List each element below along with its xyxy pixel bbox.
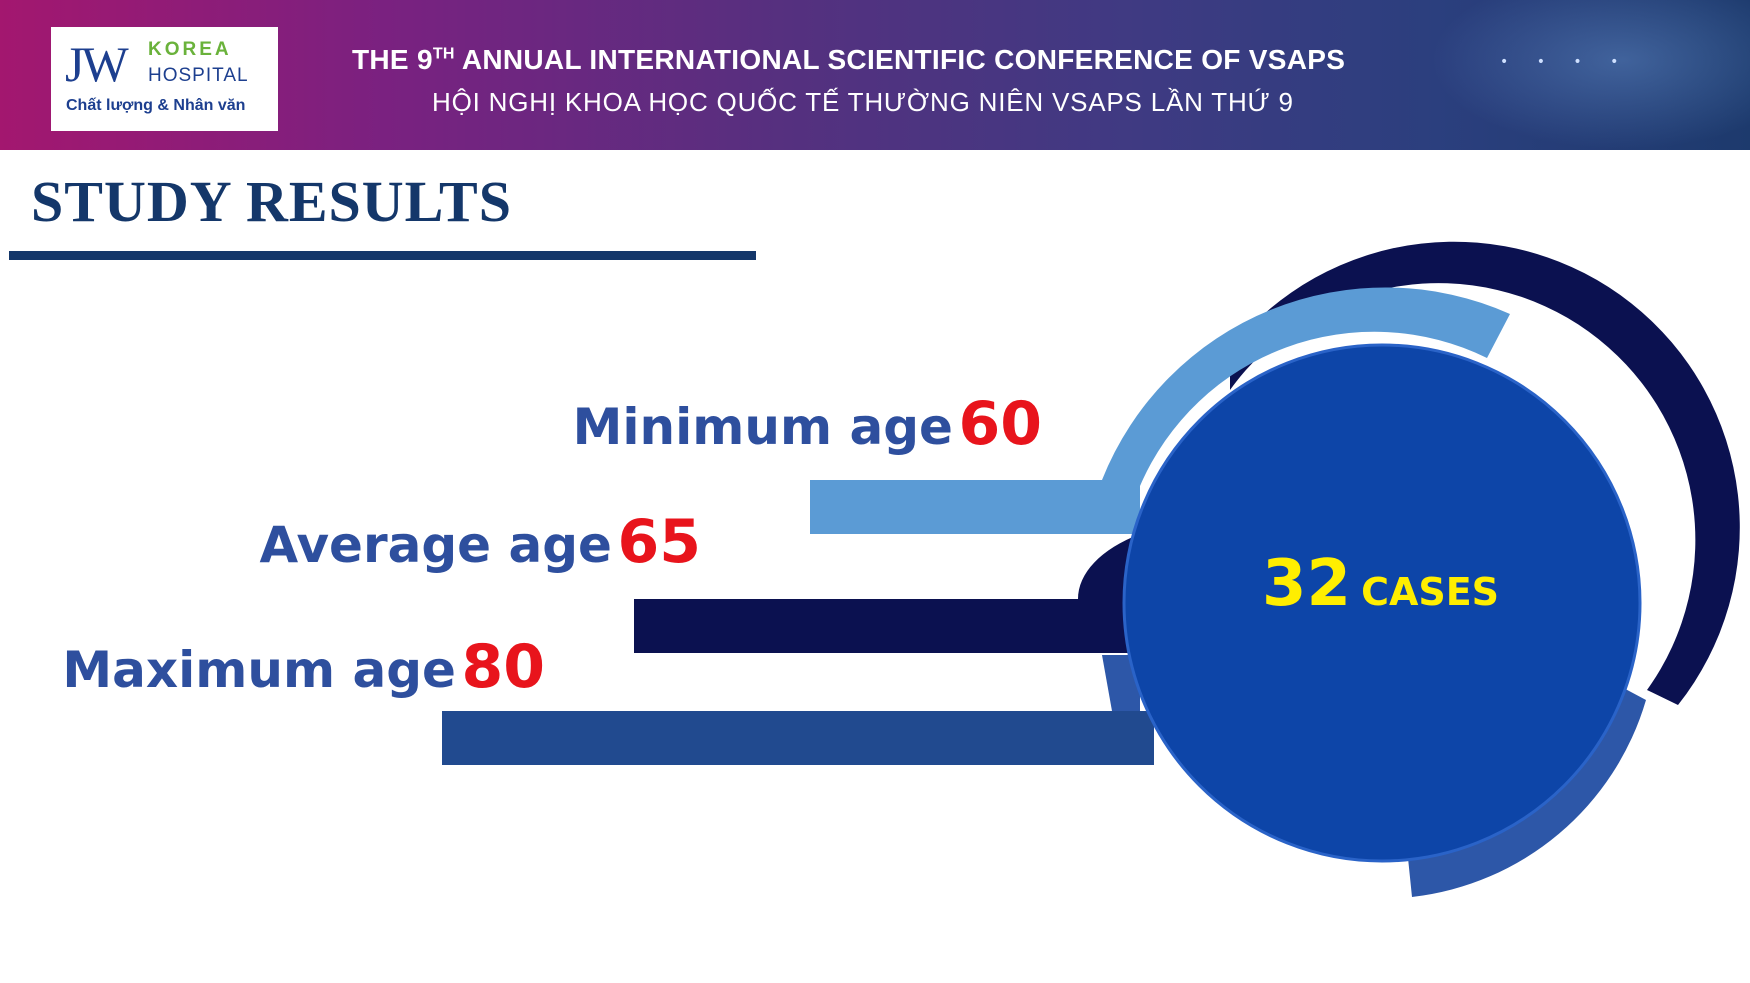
logo-hospital-text: HOSPITAL [148, 65, 249, 86]
stat-label: Minimum age [572, 398, 953, 456]
cases-label: CASES [1361, 570, 1500, 614]
bar-minimum-age [810, 480, 1140, 534]
bar-average-age [634, 599, 1134, 653]
stat-value: 65 [617, 507, 702, 577]
stat-maximum-age: Maximum age 80 [62, 637, 545, 697]
cases-number: 32 [1262, 547, 1352, 621]
logo-tagline: Chất lượng & Nhân văn [66, 97, 246, 114]
stat-minimum-age: Minimum age 60 [573, 394, 1042, 454]
stat-label: Maximum age [62, 641, 456, 699]
title-rest: ANNUAL INTERNATIONAL SCIENTIFIC CONFEREN… [454, 44, 1346, 75]
heading-underline [9, 251, 756, 260]
stat-value: 60 [958, 389, 1043, 459]
conference-subtitle: HỘI NGHỊ KHOA HỌC QUỐC TẾ THƯỜNG NIÊN VS… [432, 87, 1294, 117]
bar-maximum-age [442, 711, 1154, 765]
title-prefix: THE 9 [352, 44, 433, 75]
bar-maximum-connector [1102, 655, 1140, 711]
logo-korea-text: KOREA [148, 39, 232, 60]
conference-banner: • • • • JW KOREA HOSPITAL Chất lượng & N… [0, 0, 1750, 150]
slide-heading: STUDY RESULTS [31, 169, 512, 234]
logo-mark: JW [65, 36, 129, 92]
dark-ring-arc [1230, 241, 1740, 705]
lower-ring-arc [1408, 684, 1646, 897]
light-ring-arc [1102, 287, 1510, 486]
conference-title: THE 9TH ANNUAL INTERNATIONAL SCIENTIFIC … [352, 44, 1345, 76]
stat-value: 80 [461, 632, 546, 702]
title-superscript: TH [432, 45, 455, 63]
stat-average-age: Average age 65 [260, 512, 701, 572]
banner-glow [1430, 0, 1750, 150]
cases-count: 32 CASES [1262, 552, 1502, 616]
stat-label: Average age [259, 516, 612, 574]
hospital-logo: JW KOREA HOSPITAL Chất lượng & Nhân văn [51, 27, 278, 131]
cases-circle [1122, 343, 1642, 863]
banner-decoration: • • • • [1500, 54, 1631, 70]
